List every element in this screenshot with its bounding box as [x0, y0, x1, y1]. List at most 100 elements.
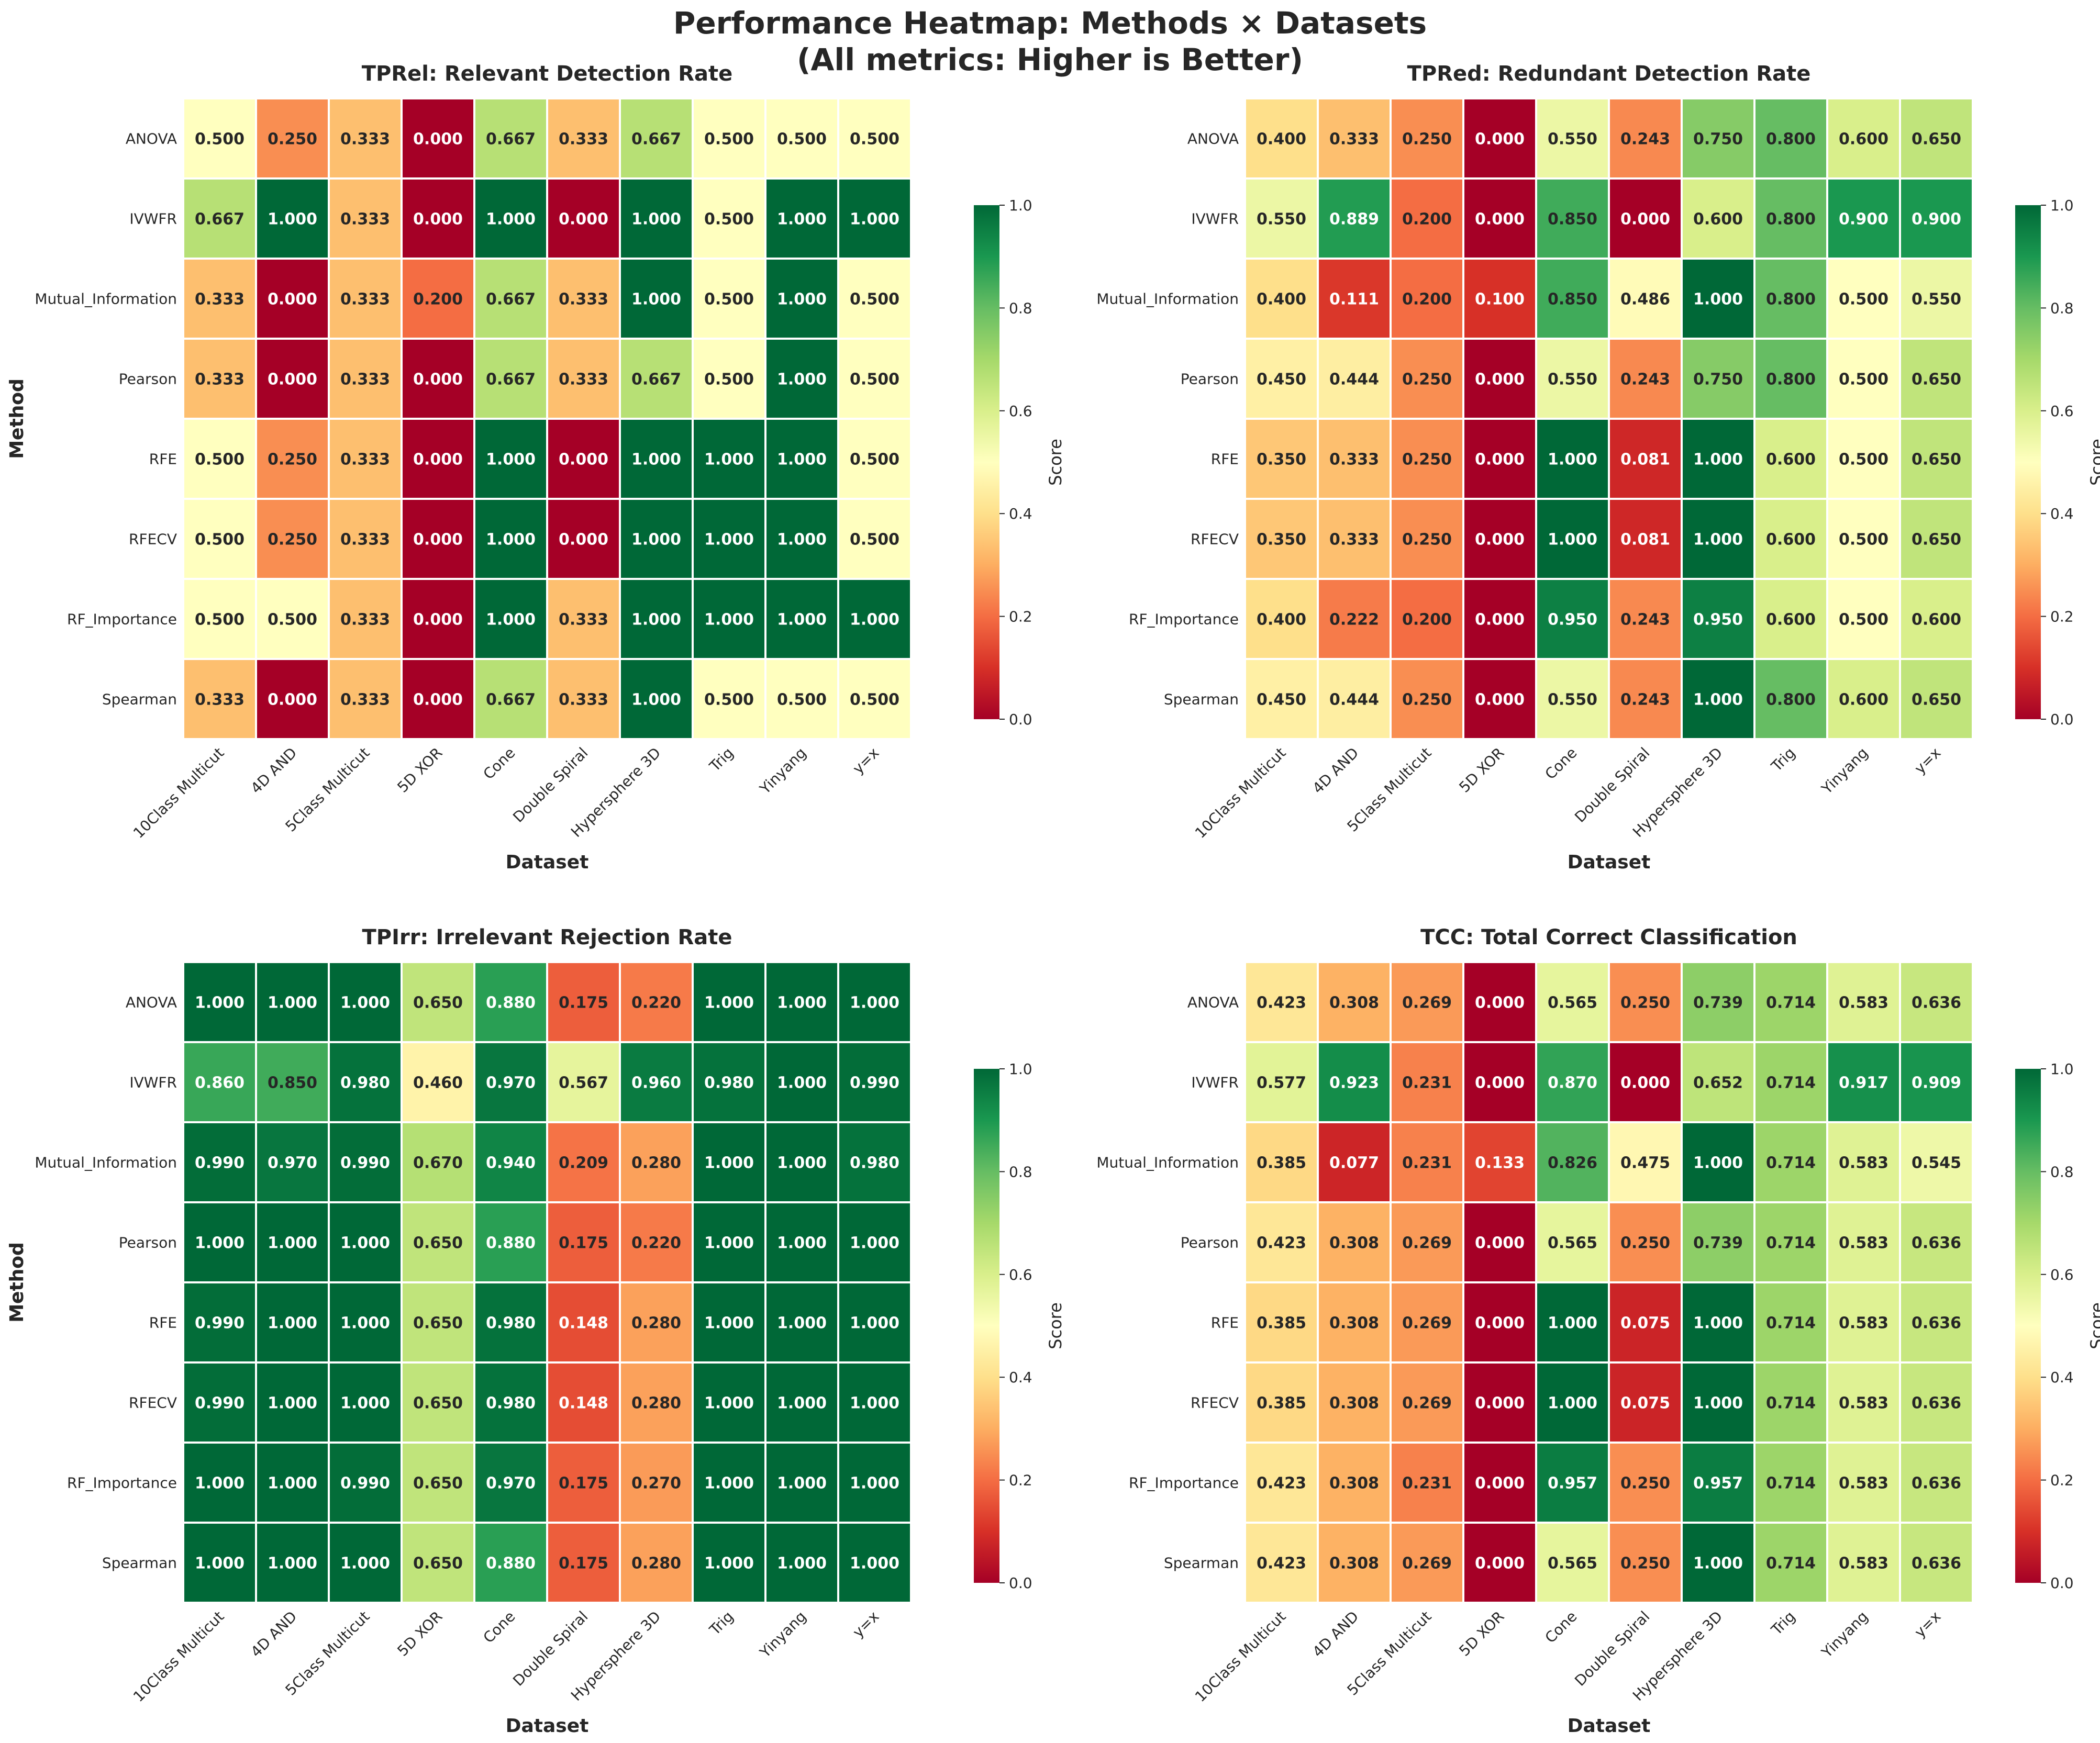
- heatmap-cell: [619, 1361, 694, 1444]
- heatmap-panel-3: TPIrr: Irrelevant Rejection Rate 1.000 1.0…: [6, 925, 1065, 1737]
- heatmap-cell: [1462, 1442, 1537, 1524]
- cell-value-label: 0.500: [704, 371, 754, 389]
- cell-value-label: 0.269: [1402, 1555, 1452, 1573]
- heatmap-cell: [1390, 1201, 1464, 1283]
- cell-value-label: 0.400: [1257, 611, 1306, 629]
- x-tick-label: y=x: [849, 1608, 882, 1641]
- cell-value-label: 1.000: [1693, 290, 1743, 309]
- cell-value-label: 0.980: [850, 1154, 899, 1172]
- colorbar: [2015, 205, 2041, 719]
- cell-value-label: 0.475: [1620, 1154, 1670, 1172]
- heatmap-cell: [837, 1522, 912, 1604]
- cell-value-label: 0.000: [413, 611, 463, 629]
- y-tick-label: Pearson: [1181, 371, 1239, 388]
- heatmap-cell: [837, 1041, 912, 1123]
- cell-value-label: 0.500: [1839, 451, 1888, 469]
- cell-value-label: 1.000: [850, 611, 899, 629]
- heatmap-cell: [182, 418, 257, 500]
- cell-value-label: 0.667: [486, 130, 536, 149]
- y-tick-label: RF_Importance: [67, 1474, 177, 1492]
- heatmap-cell: [1390, 1361, 1464, 1444]
- x-tick-label: 4D AND: [247, 1608, 300, 1661]
- cell-value-label: 1.000: [631, 290, 681, 309]
- cell-value-label: 0.650: [413, 1314, 463, 1333]
- cell-value-label: 0.385: [1257, 1154, 1306, 1172]
- cell-value-label: 0.350: [1257, 451, 1306, 469]
- cell-value-label: 0.075: [1620, 1314, 1670, 1333]
- x-tick-label: 10Class Multicut: [130, 1608, 228, 1706]
- cell-value-label: 0.280: [631, 1314, 681, 1333]
- x-tick-label: y=x: [1911, 744, 1944, 777]
- cell-value-label: 0.000: [1475, 691, 1525, 709]
- cell-value-label: 0.880: [486, 1234, 536, 1253]
- heatmap-cell: [1462, 658, 1537, 740]
- heatmap-cell: [1390, 1522, 1464, 1604]
- cell-value-label: 0.714: [1766, 1474, 1816, 1493]
- cell-value-label: 0.550: [1912, 290, 1961, 309]
- x-axis-label: Dataset: [1568, 1715, 1651, 1737]
- cell-value-label: 0.250: [1402, 691, 1452, 709]
- heatmap-cell: [692, 1201, 766, 1283]
- y-tick-label: RFECV: [129, 531, 177, 548]
- cell-value-label: 1.000: [704, 1474, 754, 1493]
- y-tick-label: ANOVA: [1187, 994, 1239, 1011]
- heatmap-cell: [1244, 1041, 1319, 1123]
- y-tick-label: Spearman: [1164, 691, 1239, 708]
- cell-value-label: 0.957: [1693, 1474, 1743, 1493]
- heatmap-cell: [401, 177, 475, 260]
- heatmap-cell: [1826, 658, 1901, 740]
- cell-value-label: 1.000: [1548, 1314, 1597, 1333]
- heatmap-cell: [1244, 498, 1319, 580]
- heatmap-cell: [328, 658, 403, 740]
- cell-value-label: 1.000: [486, 451, 536, 469]
- cell-value-label: 0.243: [1620, 691, 1670, 709]
- heatmap-cell: [255, 1281, 330, 1364]
- heatmap-cell: [837, 1121, 912, 1203]
- heatmap-cell: [1462, 97, 1537, 180]
- heatmap-cell: [1317, 658, 1392, 740]
- cell-value-label: 0.450: [1257, 371, 1306, 389]
- cell-value-label: 0.583: [1839, 1314, 1888, 1333]
- cell-value-label: 1.000: [631, 691, 681, 709]
- cell-value-label: 0.000: [1475, 371, 1525, 389]
- cell-value-label: 1.000: [777, 210, 827, 229]
- cell-value-label: 0.940: [486, 1154, 536, 1172]
- heatmap-cell: [255, 418, 330, 500]
- heatmap-cell: [1753, 961, 1828, 1043]
- cell-value-label: 0.957: [1548, 1474, 1597, 1493]
- y-tick-label: RFE: [149, 451, 177, 468]
- heatmap-cell: [328, 1361, 403, 1444]
- cell-value-label: 0.860: [195, 1074, 245, 1092]
- heatmap-cell: [1826, 418, 1901, 500]
- cell-value-label: 1.000: [631, 451, 681, 469]
- heatmap-cell: [546, 658, 621, 740]
- cell-value-label: 0.243: [1620, 371, 1670, 389]
- heatmap-cell: [1462, 258, 1537, 340]
- heatmap-cell: [1244, 177, 1319, 260]
- heatmap-cell: [1462, 1201, 1537, 1283]
- cell-value-label: 0.133: [1475, 1154, 1525, 1172]
- cell-value-label: 0.308: [1329, 1555, 1379, 1573]
- cell-value-label: 0.280: [631, 1154, 681, 1172]
- colorbar-label: Score: [2087, 439, 2100, 486]
- heatmap-cell: [1899, 1201, 1974, 1283]
- cell-value-label: 1.000: [777, 1474, 827, 1493]
- cell-value-label: 1.000: [704, 611, 754, 629]
- cell-value-label: 0.209: [559, 1154, 608, 1172]
- heatmap-cell: [401, 258, 475, 340]
- cell-value-label: 1.000: [1693, 1555, 1743, 1573]
- x-tick-label: Double Spiral: [509, 1608, 591, 1690]
- panel-title: TPRed: Redundant Detection Rate: [1407, 62, 1811, 86]
- heatmap-cell: [1681, 1361, 1755, 1444]
- cell-value-label: 0.850: [268, 1074, 317, 1092]
- heatmap-cell: [473, 498, 548, 580]
- y-axis-label: Method: [6, 378, 28, 459]
- heatmap-cell: [546, 1522, 621, 1604]
- cell-value-label: 0.333: [340, 691, 390, 709]
- cell-value-label: 0.000: [1475, 531, 1525, 549]
- cell-value-label: 0.583: [1839, 1394, 1888, 1413]
- y-tick-label: RFE: [1211, 451, 1239, 468]
- cell-value-label: 0.308: [1329, 1474, 1379, 1493]
- y-tick-label: Mutual_Information: [1096, 290, 1239, 308]
